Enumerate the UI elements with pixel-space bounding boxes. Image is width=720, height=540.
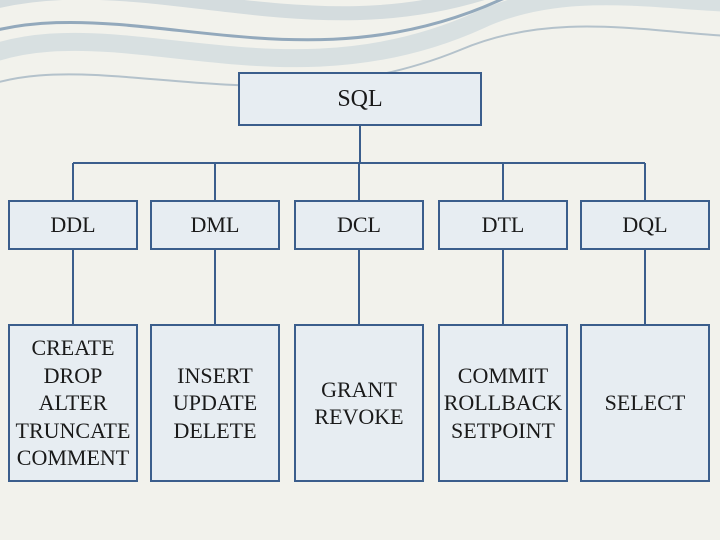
leaf-box-dql: SELECT xyxy=(580,324,710,482)
category-box-dcl: DCL xyxy=(294,200,424,250)
box-text-line: COMMENT xyxy=(17,444,129,472)
category-box-ddl: DDL xyxy=(8,200,138,250)
box-text-line: SQL xyxy=(337,84,382,114)
box-text-line: ALTER xyxy=(39,389,108,417)
box-text-line: DQL xyxy=(622,211,667,239)
leaf-box-dml: INSERTUPDATEDELETE xyxy=(150,324,280,482)
box-text-line: SETPOINT xyxy=(451,417,555,445)
box-text-line: UPDATE xyxy=(173,389,257,417)
leaf-box-ddl: CREATEDROPALTERTRUNCATECOMMENT xyxy=(8,324,138,482)
box-text-line: INSERT xyxy=(177,362,253,390)
category-box-dtl: DTL xyxy=(438,200,568,250)
box-text-line: SELECT xyxy=(605,389,686,417)
box-text-line: REVOKE xyxy=(314,403,403,431)
category-box-dql: DQL xyxy=(580,200,710,250)
box-text-line: DELETE xyxy=(173,417,256,445)
box-text-line: TRUNCATE xyxy=(16,417,131,445)
sql-hierarchy-diagram: SQL DDL CREATEDROPALTERTRUNCATECOMMENT DML I… xyxy=(0,0,720,540)
leaf-box-dcl: GRANTREVOKE xyxy=(294,324,424,482)
box-text-line: DML xyxy=(191,211,240,239)
root-box: SQL xyxy=(238,72,482,126)
category-box-dml: DML xyxy=(150,200,280,250)
box-text-line: DTL xyxy=(482,211,525,239)
box-text-line: DROP xyxy=(44,362,103,390)
box-text-line: COMMIT xyxy=(458,362,548,390)
leaf-box-dtl: COMMITROLLBACKSETPOINT xyxy=(438,324,568,482)
box-text-line: DDL xyxy=(50,211,95,239)
box-text-line: CREATE xyxy=(31,334,114,362)
box-text-line: DCL xyxy=(337,211,381,239)
box-text-line: ROLLBACK xyxy=(444,389,563,417)
box-text-line: GRANT xyxy=(321,376,397,404)
